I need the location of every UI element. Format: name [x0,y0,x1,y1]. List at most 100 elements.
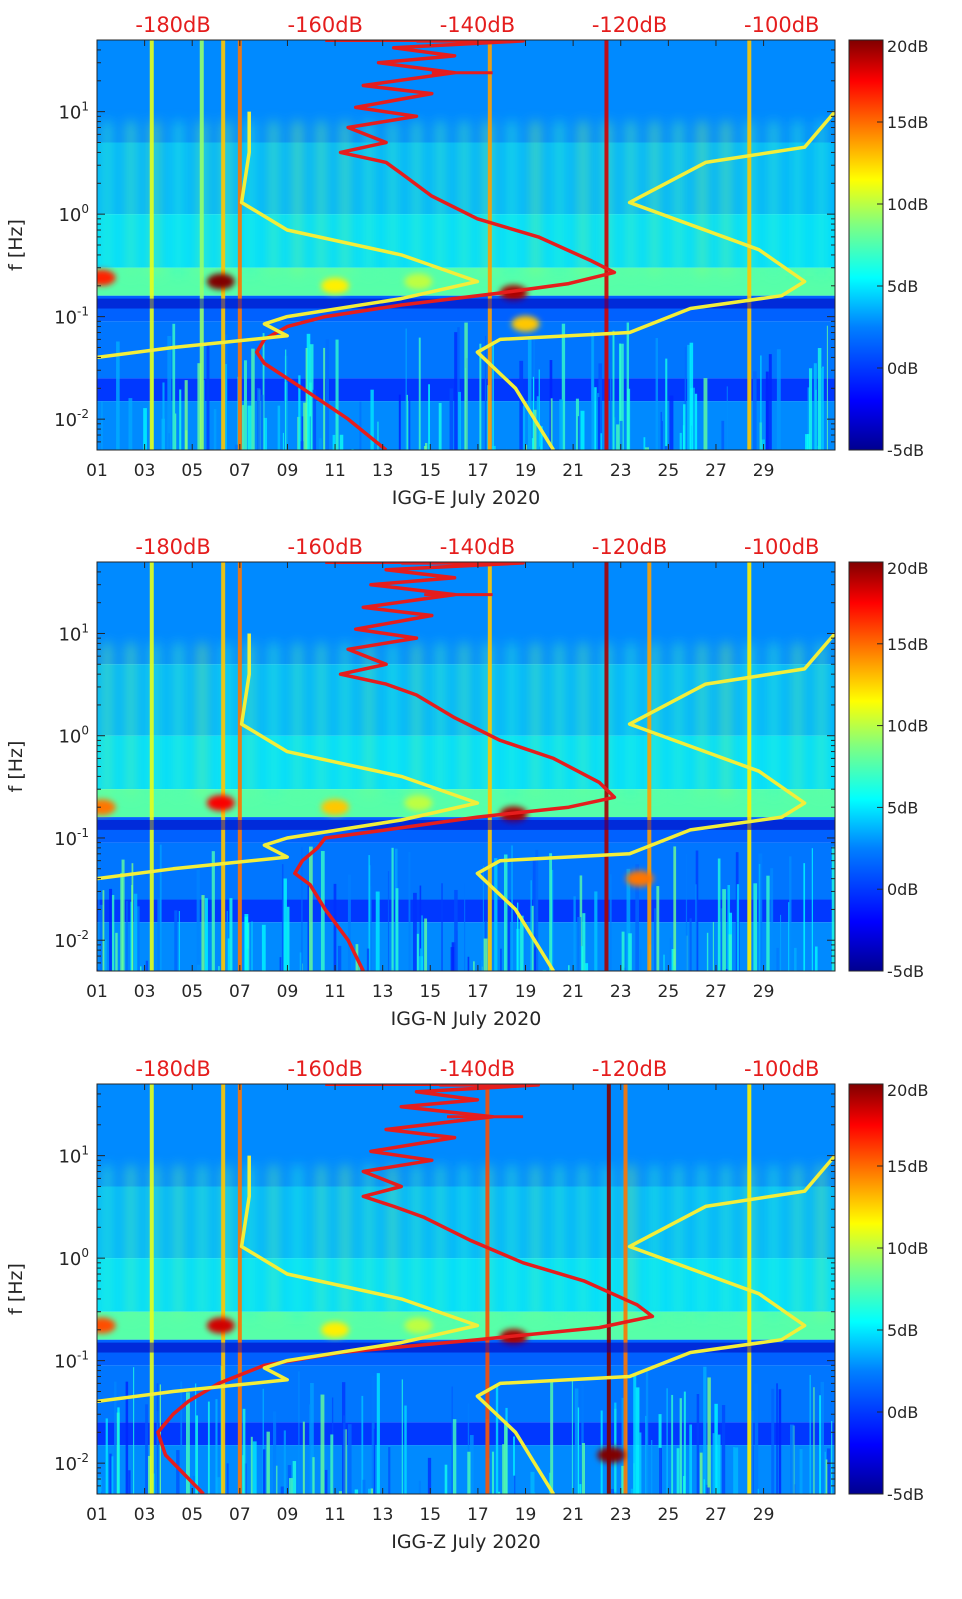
colorbar: 20dB 15dB 10dB 5dB 0dB -5dB [848,1081,929,1504]
y-tick-label: 101 [58,621,89,645]
colorbar-tick-label: -5dB [887,1485,924,1504]
texture-streak [277,405,281,450]
texture-streak [826,1448,831,1494]
texture-streak [495,1384,499,1494]
texture-streak [498,1491,501,1494]
texture-streak [406,394,408,450]
texture-streak [195,1383,197,1494]
texture-streak [133,893,138,971]
texture-streak [301,847,303,971]
event-streak [604,40,609,450]
daily-plume [721,643,731,798]
texture-streak [523,923,527,971]
daily-plume [292,643,302,798]
event-streak [487,40,492,450]
texture-streak [813,363,817,450]
panel-2: 01 03 05 07 09 11 13 15 17 19 21 23 25 27 29 IGG-N July… [5,535,929,1030]
texture-streak [373,1428,376,1494]
texture-streak [491,1451,495,1494]
event-streak [237,562,242,971]
texture-streak [444,1464,448,1494]
x-tick-label: 07 [229,461,251,481]
dark-band [97,819,835,830]
texture-streak [251,921,253,971]
texture-streak [790,1424,794,1494]
texture-streak [579,946,584,971]
daily-plume [578,121,588,276]
texture-streak [630,1488,635,1494]
texture-streak [479,343,482,450]
y-tick-label: 100 [58,1246,89,1270]
texture-streak [621,1397,625,1494]
colorbar-tick-label: 20dB [887,559,929,578]
daily-plume [435,643,445,798]
texture-streak [598,363,603,450]
texture-streak [633,1373,637,1494]
texture-streak [494,858,498,971]
texture-streak [626,322,630,450]
texture-streak [201,895,205,971]
texture-streak [819,1395,821,1494]
x-tick-label: 19 [515,461,537,481]
texture-streak [206,345,210,450]
texture-streak [513,1475,516,1494]
texture-streak [218,966,220,971]
daily-plume [292,121,302,276]
texture-streak [580,410,585,450]
texture-streak [458,391,462,450]
texture-streak [343,1415,346,1494]
texture-streak [609,362,612,450]
texture-streak [707,1377,711,1494]
x-tick-label: 01 [86,1505,108,1525]
texture-streak [339,434,344,450]
top-db-label: -160dB [288,535,363,559]
event-streak [149,562,154,971]
daily-plume [150,1165,160,1320]
texture-streak [533,339,535,450]
texture-streak [464,322,468,450]
colorbar-tick-label: 15dB [887,1157,929,1176]
daily-plume [531,643,541,798]
daily-plume [388,643,398,798]
texture-streak [261,394,264,450]
event-streak [485,1084,490,1494]
x-tick-label: 09 [277,461,299,481]
texture-streak [831,1421,833,1494]
texture-streak [279,957,282,971]
colorbar-tick-label: 20dB [887,37,929,56]
texture-streak [679,1398,682,1494]
daily-plume [197,643,207,798]
daily-plume [554,1165,564,1320]
texture-streak [288,1478,293,1494]
hotspot [511,315,540,332]
texture-streak [639,1432,642,1494]
daily-plume [816,121,826,276]
texture-streak [640,948,642,971]
texture-streak [574,1388,579,1494]
texture-streak [347,874,351,971]
daily-plume [507,1165,517,1320]
texture-streak [310,1382,314,1494]
texture-streak [721,420,725,450]
spectrogram-area [97,1084,835,1494]
texture-streak [635,1387,640,1494]
daily-plume [578,1165,588,1320]
event-streak [604,562,609,971]
texture-streak [109,1453,112,1494]
texture-streak [532,857,536,971]
daily-plume [721,121,731,276]
x-axis-label: IGG-N July 2020 [391,1008,542,1030]
texture-streak [140,966,142,971]
y-tick-label: 101 [58,100,89,124]
texture-streak [484,335,487,450]
texture-streak [242,1455,244,1494]
texture-streak [793,1484,796,1494]
daily-plume [507,643,517,798]
texture-streak [492,341,494,450]
texture-streak [283,1430,286,1494]
daily-plume [769,121,779,276]
texture-streak [776,1383,778,1494]
texture-streak [534,947,537,971]
texture-streak [548,1472,551,1494]
texture-streak [610,1488,614,1494]
